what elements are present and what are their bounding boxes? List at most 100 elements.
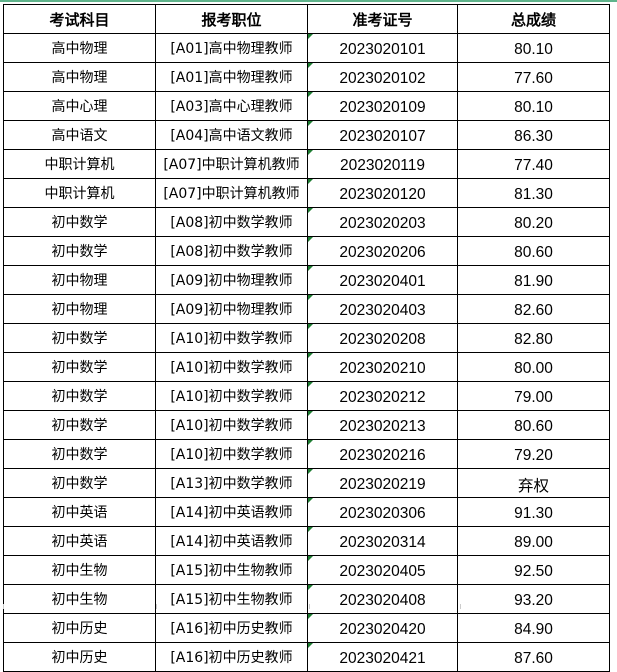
score-cell[interactable]: 87.60 [457, 642, 610, 672]
score-cell[interactable]: 81.90 [457, 265, 610, 295]
ticket-number-cell[interactable]: 2023020213 [307, 410, 458, 440]
gridline [460, 604, 461, 609]
text-number-warning-icon [308, 585, 313, 590]
subject-cell[interactable]: 初中数学 [3, 468, 156, 498]
score-cell[interactable]: 79.00 [457, 381, 610, 411]
table-row: 高中物理 [A01]高中物理教师 2023020102 77.60 [3, 62, 610, 92]
subject-cell[interactable]: 初中物理 [3, 294, 156, 324]
score-cell[interactable]: 77.40 [457, 149, 610, 179]
ticket-number-cell[interactable]: 2023020208 [307, 323, 458, 353]
position-cell[interactable]: [A15]初中生物教师 [155, 555, 308, 585]
subject-cell[interactable]: 初中物理 [3, 265, 156, 295]
position-cell[interactable]: [A09]初中物理教师 [155, 265, 308, 295]
subject-cell[interactable]: 中职计算机 [3, 178, 156, 208]
subject-cell[interactable]: 高中物理 [3, 62, 156, 92]
score-cell[interactable]: 80.10 [457, 33, 610, 63]
ticket-number-cell[interactable]: 2023020102 [307, 62, 458, 92]
ticket-number-cell[interactable]: 2023020210 [307, 352, 458, 382]
position-cell[interactable]: [A14]初中英语教师 [155, 497, 308, 527]
position-cell[interactable]: [A16]初中历史教师 [155, 642, 308, 672]
score-cell[interactable]: 93.20 [457, 584, 610, 614]
score-cell[interactable]: 79.20 [457, 439, 610, 469]
subject-cell[interactable]: 初中历史 [3, 613, 156, 643]
header-subject[interactable]: 考试科目 [3, 4, 156, 34]
score-cell[interactable]: 80.00 [457, 352, 610, 382]
ticket-number-cell[interactable]: 2023020101 [307, 33, 458, 63]
header-position[interactable]: 报考职位 [155, 4, 308, 34]
position-cell[interactable]: [A14]初中英语教师 [155, 526, 308, 556]
score-cell[interactable]: 86.30 [457, 120, 610, 150]
subject-cell[interactable]: 初中数学 [3, 439, 156, 469]
ticket-number-cell[interactable]: 2023020401 [307, 265, 458, 295]
score-cell[interactable]: 81.30 [457, 178, 610, 208]
header-ticket-number[interactable]: 准考证号 [307, 4, 458, 34]
score-cell[interactable]: 89.00 [457, 526, 610, 556]
subject-cell[interactable]: 初中数学 [3, 381, 156, 411]
score-cell[interactable]: 80.60 [457, 410, 610, 440]
position-cell[interactable]: [A10]初中数学教师 [155, 381, 308, 411]
score-cell[interactable]: 82.60 [457, 294, 610, 324]
subject-cell[interactable]: 高中物理 [3, 33, 156, 63]
subject-cell[interactable]: 初中生物 [3, 555, 156, 585]
subject-cell[interactable]: 初中生物 [3, 584, 156, 614]
position-cell[interactable]: [A07]中职计算机教师 [155, 149, 308, 179]
ticket-number-cell[interactable]: 2023020119 [307, 149, 458, 179]
position-cell[interactable]: [A01]高中物理教师 [155, 62, 308, 92]
subject-cell[interactable]: 初中数学 [3, 410, 156, 440]
subject-cell[interactable]: 中职计算机 [3, 149, 156, 179]
score-cell[interactable]: 80.60 [457, 236, 610, 266]
subject-cell[interactable]: 初中英语 [3, 526, 156, 556]
text-number-warning-icon [308, 614, 313, 619]
gridline [309, 604, 310, 609]
score-cell[interactable]: 80.20 [457, 207, 610, 237]
text-number-warning-icon [308, 643, 313, 648]
subject-cell[interactable]: 高中语文 [3, 120, 156, 150]
position-cell[interactable]: [A13]初中数学教师 [155, 468, 308, 498]
ticket-number-cell[interactable]: 2023020203 [307, 207, 458, 237]
ticket-number-cell[interactable]: 2023020405 [307, 555, 458, 585]
score-cell[interactable]: 82.80 [457, 323, 610, 353]
subject-cell[interactable]: 初中数学 [3, 352, 156, 382]
position-cell[interactable]: [A01]高中物理教师 [155, 33, 308, 63]
ticket-number-cell[interactable]: 2023020420 [307, 613, 458, 643]
position-cell[interactable]: [A10]初中数学教师 [155, 439, 308, 469]
text-number-warning-icon [308, 556, 313, 561]
ticket-number-cell[interactable]: 2023020120 [307, 178, 458, 208]
position-cell[interactable]: [A03]高中心理教师 [155, 91, 308, 121]
position-cell[interactable]: [A10]初中数学教师 [155, 323, 308, 353]
position-cell[interactable]: [A16]初中历史教师 [155, 613, 308, 643]
subject-cell[interactable]: 初中英语 [3, 497, 156, 527]
selection-border [0, 0, 617, 2]
position-cell[interactable]: [A09]初中物理教师 [155, 294, 308, 324]
score-cell[interactable]: 77.60 [457, 62, 610, 92]
ticket-number-cell[interactable]: 2023020306 [307, 497, 458, 527]
score-cell[interactable]: 91.30 [457, 497, 610, 527]
position-cell[interactable]: [A15]初中生物教师 [155, 584, 308, 614]
position-cell[interactable]: [A10]初中数学教师 [155, 410, 308, 440]
score-cell[interactable]: 80.10 [457, 91, 610, 121]
ticket-number-cell[interactable]: 2023020219 [307, 468, 458, 498]
subject-cell[interactable]: 初中数学 [3, 207, 156, 237]
score-cell[interactable]: 弃权 [457, 468, 610, 498]
subject-cell[interactable]: 高中心理 [3, 91, 156, 121]
position-cell[interactable]: [A08]初中数学教师 [155, 236, 308, 266]
position-cell[interactable]: [A08]初中数学教师 [155, 207, 308, 237]
subject-cell[interactable]: 初中数学 [3, 323, 156, 353]
ticket-number-cell[interactable]: 2023020216 [307, 439, 458, 469]
ticket-number-cell[interactable]: 2023020314 [307, 526, 458, 556]
position-cell[interactable]: [A07]中职计算机教师 [155, 178, 308, 208]
subject-cell[interactable]: 初中数学 [3, 236, 156, 266]
ticket-number-cell[interactable]: 2023020109 [307, 91, 458, 121]
ticket-number-cell[interactable]: 2023020212 [307, 381, 458, 411]
subject-cell[interactable]: 初中历史 [3, 642, 156, 672]
score-cell[interactable]: 84.90 [457, 613, 610, 643]
score-cell[interactable]: 92.50 [457, 555, 610, 585]
ticket-number-cell[interactable]: 2023020408 [307, 584, 458, 614]
ticket-number-cell[interactable]: 2023020206 [307, 236, 458, 266]
position-cell[interactable]: [A04]高中语文教师 [155, 120, 308, 150]
position-cell[interactable]: [A10]初中数学教师 [155, 352, 308, 382]
ticket-number-cell[interactable]: 2023020421 [307, 642, 458, 672]
ticket-number-cell[interactable]: 2023020107 [307, 120, 458, 150]
header-total-score[interactable]: 总成绩 [457, 4, 610, 34]
ticket-number-cell[interactable]: 2023020403 [307, 294, 458, 324]
